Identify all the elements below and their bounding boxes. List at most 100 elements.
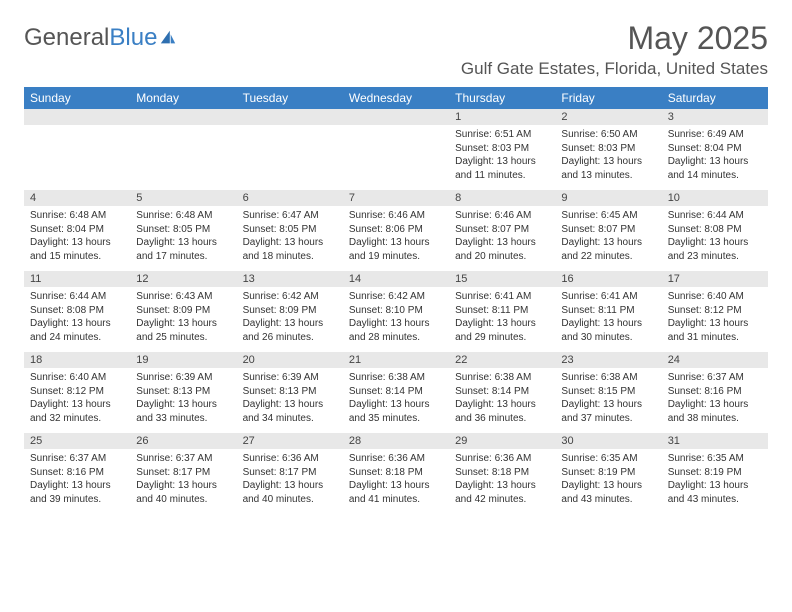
- daylight-line: Daylight: 13 hours and 42 minutes.: [455, 479, 549, 506]
- day-details: Sunrise: 6:37 AMSunset: 8:16 PMDaylight:…: [24, 449, 130, 514]
- day-number-cell: 2: [555, 109, 661, 125]
- daylight-line: Daylight: 13 hours and 40 minutes.: [243, 479, 337, 506]
- day-body-cell: Sunrise: 6:35 AMSunset: 8:19 PMDaylight:…: [555, 449, 661, 514]
- daylight-line: Daylight: 13 hours and 18 minutes.: [243, 236, 337, 263]
- day-number: 14: [343, 271, 449, 287]
- daylight-line: Daylight: 13 hours and 43 minutes.: [668, 479, 762, 506]
- day-details: Sunrise: 6:44 AMSunset: 8:08 PMDaylight:…: [24, 287, 130, 352]
- day-header: Monday: [130, 87, 236, 109]
- day-number: 18: [24, 352, 130, 368]
- sunrise-line: Sunrise: 6:50 AM: [561, 128, 655, 142]
- day-body-cell: Sunrise: 6:46 AMSunset: 8:07 PMDaylight:…: [449, 206, 555, 271]
- sunset-line: Sunset: 8:04 PM: [30, 223, 124, 237]
- sunset-line: Sunset: 8:16 PM: [668, 385, 762, 399]
- sunset-line: Sunset: 8:05 PM: [136, 223, 230, 237]
- day-number-cell: 4: [24, 190, 130, 206]
- sunset-line: Sunset: 8:08 PM: [668, 223, 762, 237]
- day-body-cell: Sunrise: 6:38 AMSunset: 8:15 PMDaylight:…: [555, 368, 661, 433]
- sunset-line: Sunset: 8:14 PM: [349, 385, 443, 399]
- daylight-line: Daylight: 13 hours and 14 minutes.: [668, 155, 762, 182]
- day-body-cell: Sunrise: 6:49 AMSunset: 8:04 PMDaylight:…: [662, 125, 768, 190]
- day-number-cell: 3: [662, 109, 768, 125]
- daynum-row: 123: [24, 109, 768, 125]
- day-body-cell: Sunrise: 6:44 AMSunset: 8:08 PMDaylight:…: [662, 206, 768, 271]
- sunset-line: Sunset: 8:19 PM: [561, 466, 655, 480]
- sunset-line: Sunset: 8:17 PM: [136, 466, 230, 480]
- sunset-line: Sunset: 8:11 PM: [455, 304, 549, 318]
- day-number-cell: 22: [449, 352, 555, 368]
- day-body-cell: Sunrise: 6:37 AMSunset: 8:16 PMDaylight:…: [24, 449, 130, 514]
- daylight-line: Daylight: 13 hours and 15 minutes.: [30, 236, 124, 263]
- day-body-cell: Sunrise: 6:37 AMSunset: 8:16 PMDaylight:…: [662, 368, 768, 433]
- day-details: Sunrise: 6:49 AMSunset: 8:04 PMDaylight:…: [662, 125, 768, 190]
- day-header-row: SundayMondayTuesdayWednesdayThursdayFrid…: [24, 87, 768, 109]
- day-body-cell: Sunrise: 6:42 AMSunset: 8:10 PMDaylight:…: [343, 287, 449, 352]
- day-number: [130, 109, 236, 125]
- day-number-cell: 10: [662, 190, 768, 206]
- brand-part1: General: [24, 24, 109, 51]
- day-body-cell: [237, 125, 343, 190]
- day-details: Sunrise: 6:40 AMSunset: 8:12 PMDaylight:…: [662, 287, 768, 352]
- day-number: 10: [662, 190, 768, 206]
- sunrise-line: Sunrise: 6:41 AM: [455, 290, 549, 304]
- sunset-line: Sunset: 8:09 PM: [136, 304, 230, 318]
- day-details: [24, 125, 130, 150]
- sunrise-line: Sunrise: 6:45 AM: [561, 209, 655, 223]
- day-body-cell: Sunrise: 6:40 AMSunset: 8:12 PMDaylight:…: [662, 287, 768, 352]
- sunrise-line: Sunrise: 6:42 AM: [349, 290, 443, 304]
- day-body-cell: Sunrise: 6:48 AMSunset: 8:04 PMDaylight:…: [24, 206, 130, 271]
- sunrise-line: Sunrise: 6:49 AM: [668, 128, 762, 142]
- day-number-cell: 20: [237, 352, 343, 368]
- sunset-line: Sunset: 8:10 PM: [349, 304, 443, 318]
- day-number: 30: [555, 433, 661, 449]
- day-number: 6: [237, 190, 343, 206]
- day-number-cell: [24, 109, 130, 125]
- day-details: Sunrise: 6:43 AMSunset: 8:09 PMDaylight:…: [130, 287, 236, 352]
- sunrise-line: Sunrise: 6:44 AM: [30, 290, 124, 304]
- day-number: 31: [662, 433, 768, 449]
- day-details: Sunrise: 6:47 AMSunset: 8:05 PMDaylight:…: [237, 206, 343, 271]
- day-number: 7: [343, 190, 449, 206]
- day-number-cell: 8: [449, 190, 555, 206]
- sunset-line: Sunset: 8:06 PM: [349, 223, 443, 237]
- sunset-line: Sunset: 8:17 PM: [243, 466, 337, 480]
- day-number-cell: 12: [130, 271, 236, 287]
- sunrise-line: Sunrise: 6:48 AM: [30, 209, 124, 223]
- day-details: Sunrise: 6:38 AMSunset: 8:14 PMDaylight:…: [343, 368, 449, 433]
- day-number: 11: [24, 271, 130, 287]
- sunrise-line: Sunrise: 6:36 AM: [243, 452, 337, 466]
- daynum-row: 18192021222324: [24, 352, 768, 368]
- day-number-cell: [343, 109, 449, 125]
- day-number-cell: 31: [662, 433, 768, 449]
- sunrise-line: Sunrise: 6:39 AM: [243, 371, 337, 385]
- day-number-cell: [237, 109, 343, 125]
- daylight-line: Daylight: 13 hours and 33 minutes.: [136, 398, 230, 425]
- daynum-row: 45678910: [24, 190, 768, 206]
- day-body-cell: Sunrise: 6:45 AMSunset: 8:07 PMDaylight:…: [555, 206, 661, 271]
- day-number-cell: 15: [449, 271, 555, 287]
- day-number-cell: 21: [343, 352, 449, 368]
- sunrise-line: Sunrise: 6:41 AM: [561, 290, 655, 304]
- sunset-line: Sunset: 8:18 PM: [349, 466, 443, 480]
- sunset-line: Sunset: 8:12 PM: [30, 385, 124, 399]
- day-body-cell: Sunrise: 6:37 AMSunset: 8:17 PMDaylight:…: [130, 449, 236, 514]
- day-body-cell: Sunrise: 6:39 AMSunset: 8:13 PMDaylight:…: [130, 368, 236, 433]
- sunset-line: Sunset: 8:08 PM: [30, 304, 124, 318]
- sunset-line: Sunset: 8:18 PM: [455, 466, 549, 480]
- day-details: Sunrise: 6:40 AMSunset: 8:12 PMDaylight:…: [24, 368, 130, 433]
- sunrise-line: Sunrise: 6:38 AM: [561, 371, 655, 385]
- day-number: 15: [449, 271, 555, 287]
- day-header: Thursday: [449, 87, 555, 109]
- daylight-line: Daylight: 13 hours and 32 minutes.: [30, 398, 124, 425]
- daylight-line: Daylight: 13 hours and 34 minutes.: [243, 398, 337, 425]
- day-number-cell: 16: [555, 271, 661, 287]
- sunset-line: Sunset: 8:11 PM: [561, 304, 655, 318]
- day-body-cell: Sunrise: 6:41 AMSunset: 8:11 PMDaylight:…: [555, 287, 661, 352]
- day-details: Sunrise: 6:41 AMSunset: 8:11 PMDaylight:…: [449, 287, 555, 352]
- day-body-cell: [24, 125, 130, 190]
- day-number: 28: [343, 433, 449, 449]
- daybody-row: Sunrise: 6:48 AMSunset: 8:04 PMDaylight:…: [24, 206, 768, 271]
- day-number: 25: [24, 433, 130, 449]
- day-number: 23: [555, 352, 661, 368]
- day-details: Sunrise: 6:36 AMSunset: 8:17 PMDaylight:…: [237, 449, 343, 514]
